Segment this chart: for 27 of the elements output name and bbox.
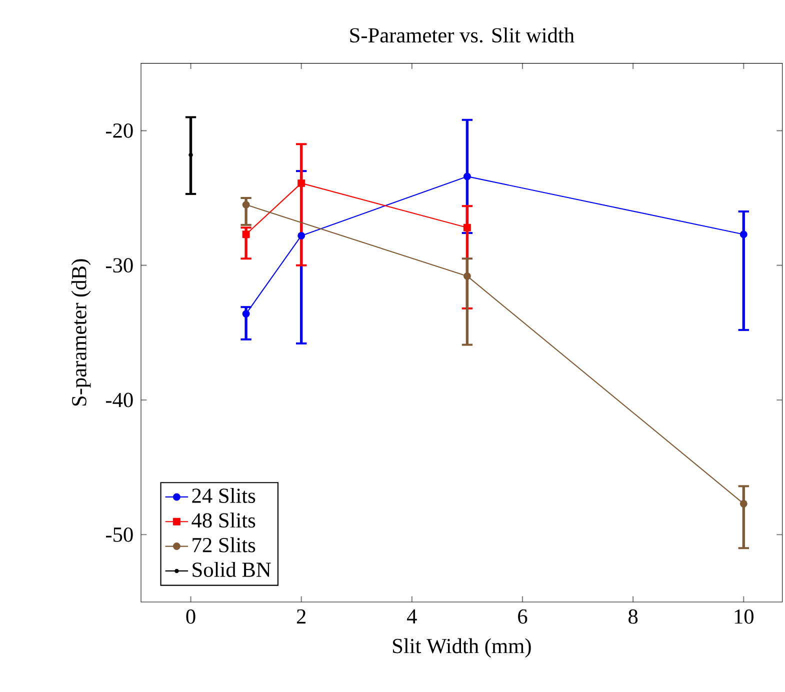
point	[740, 230, 748, 238]
y-axis-title: S-parameter (dB)	[71, 259, 91, 406]
x-tick-label: 2	[296, 609, 306, 624]
legend-label: 48 Slits	[192, 512, 256, 528]
x-axis-title: Slit Width (mm)	[393, 638, 531, 658]
y-tick-label: -40	[106, 392, 133, 408]
point	[242, 200, 250, 208]
legend-label: 72 Slits	[192, 537, 256, 552]
x-tick-label: 4	[406, 609, 417, 624]
x-tick-label: 6	[518, 609, 528, 624]
point	[242, 310, 250, 318]
point	[463, 224, 471, 232]
x-tick-label: 10	[734, 609, 754, 624]
legend-label: 24 Slits	[192, 488, 256, 503]
y-tick-label: -20	[106, 123, 133, 138]
point	[242, 230, 250, 238]
legend-label: Solid BN	[192, 562, 271, 577]
point	[463, 172, 471, 180]
point	[298, 232, 306, 240]
x-tick-label: 8	[628, 609, 638, 624]
x-tick-label: 0	[186, 609, 196, 624]
point	[463, 272, 471, 280]
point	[298, 179, 306, 187]
y-tick-label: -50	[106, 527, 133, 542]
y-tick-label: -30	[106, 258, 133, 273]
point	[740, 500, 748, 508]
chart-title: S-Parameter vs. Slit width	[350, 28, 574, 43]
